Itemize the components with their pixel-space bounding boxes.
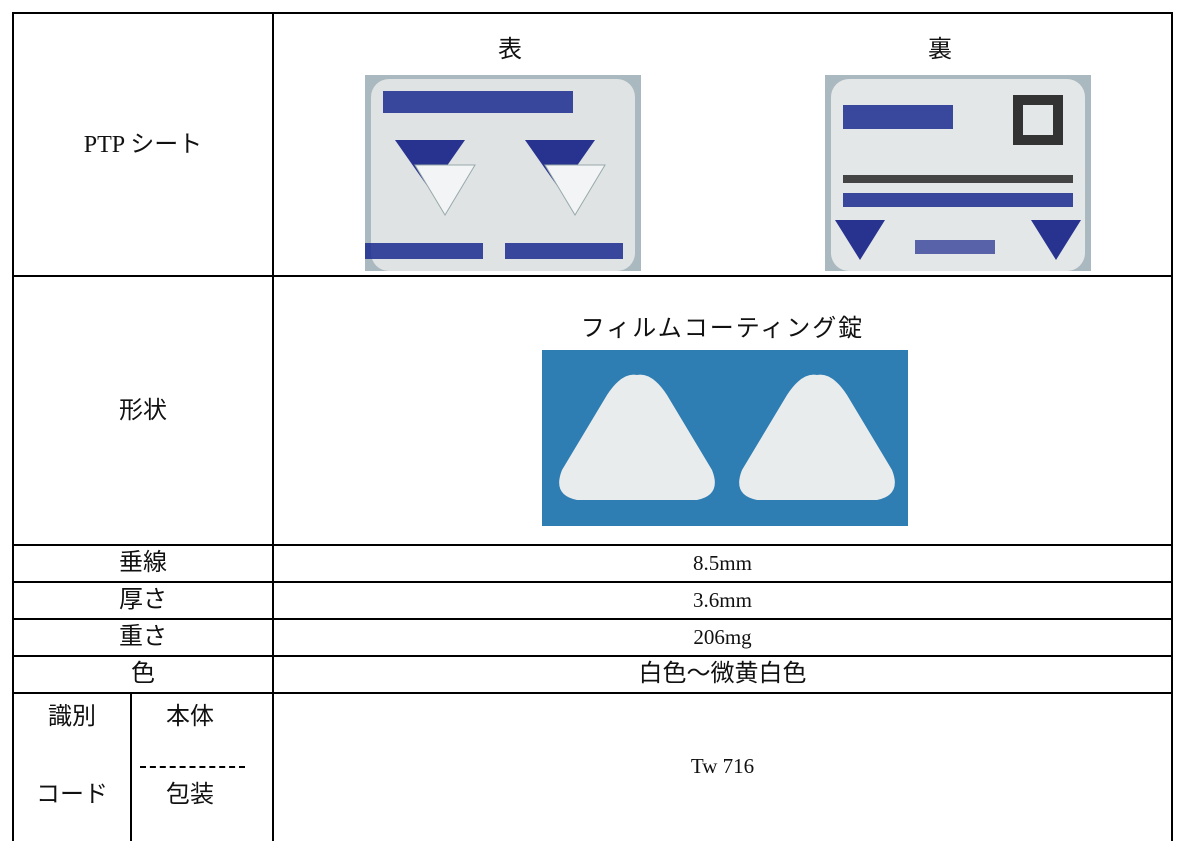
- row-label: 垂線: [119, 550, 167, 576]
- id-label: コード: [36, 782, 108, 808]
- row-value: 3.6mm: [693, 588, 752, 612]
- border: [12, 618, 1173, 620]
- row-label: 色: [131, 661, 155, 687]
- border: [12, 692, 1173, 694]
- border: [12, 12, 1173, 14]
- row-label: 形状: [119, 398, 167, 424]
- row-label: 厚さ: [119, 587, 167, 613]
- border: [12, 544, 1173, 546]
- row-label: PTP シート: [83, 132, 203, 158]
- row-value: 白色～微黄白色: [638, 661, 807, 687]
- id-label: 識別: [48, 704, 96, 730]
- shape-description: フィルムコーティング錠: [580, 316, 865, 342]
- border: [272, 12, 274, 841]
- id-sub-label: 本体: [166, 704, 214, 730]
- id-value: Tw 716: [690, 754, 755, 778]
- row-value: 8.5mm: [693, 551, 752, 575]
- front-label: 表: [498, 37, 522, 63]
- back-label: 裏: [928, 37, 952, 63]
- ptp-back-image: [825, 75, 1091, 271]
- id-sub-label: 包装: [166, 782, 214, 808]
- ptp-front-image: [365, 75, 641, 271]
- border: [1171, 12, 1173, 841]
- border: [12, 581, 1173, 583]
- border: [12, 12, 14, 841]
- row-value: 206mg: [693, 625, 752, 649]
- border: [130, 693, 132, 841]
- row-label: 重さ: [119, 624, 167, 650]
- tablet-image: [542, 350, 908, 526]
- dashed-divider: [140, 766, 245, 768]
- border: [12, 275, 1173, 277]
- border: [12, 655, 1173, 657]
